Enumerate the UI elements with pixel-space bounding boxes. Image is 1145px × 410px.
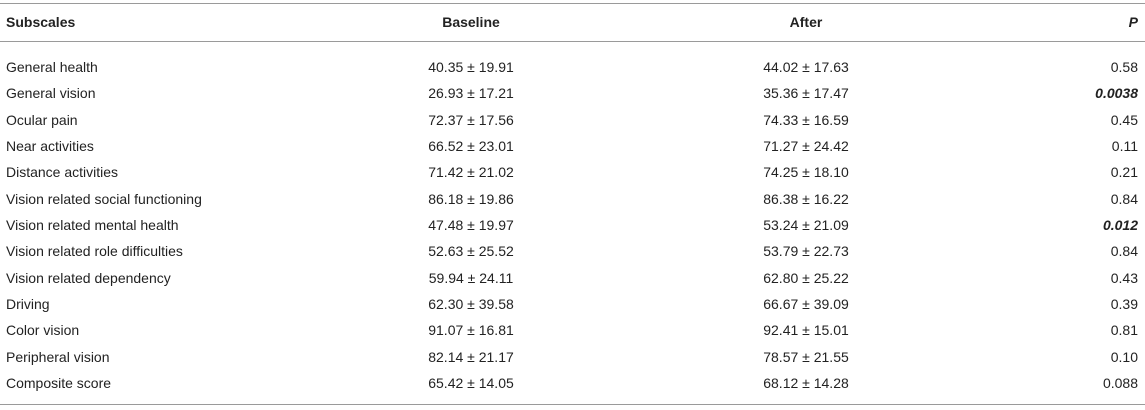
table-cell: 40.35 ± 19.91 xyxy=(428,59,514,75)
header-cell: Subscales xyxy=(6,14,76,30)
table-cell: 66.67 ± 39.09 xyxy=(763,295,849,312)
table-cell: 74.25 ± 18.10 xyxy=(763,164,849,181)
table-cell: 71.27 ± 24.42 xyxy=(763,137,849,154)
table-cell: 86.38 ± 16.22 xyxy=(763,190,849,207)
table-cell: 66.52 ± 23.01 xyxy=(428,137,514,154)
table-cell: 71.42 ± 21.02 xyxy=(428,164,514,181)
table-cell: 44.02 ± 17.63 xyxy=(763,59,849,75)
header-cell: P xyxy=(1128,14,1138,30)
table-cell: 35.36 ± 17.47 xyxy=(763,85,849,102)
header-cell: After xyxy=(789,14,823,30)
table-cell: 0.58 xyxy=(1110,59,1138,75)
table-cell: 78.57 ± 21.55 xyxy=(763,348,849,365)
top-rule xyxy=(0,3,1145,4)
bottom-rule xyxy=(0,404,1145,405)
table-cell: 0.10 xyxy=(1110,348,1138,365)
table-cell: 62.30 ± 39.58 xyxy=(428,295,514,312)
table-cell: 0.012 xyxy=(1102,216,1138,233)
table-cell: 52.63 ± 25.52 xyxy=(428,243,514,260)
table-cell: 59.94 ± 24.11 xyxy=(428,269,514,286)
table-cell: 0.21 xyxy=(1110,164,1138,181)
table-cell: 0.81 xyxy=(1110,322,1138,339)
table-cell: General vision xyxy=(6,85,96,102)
table-cell: 0.43 xyxy=(1110,269,1138,286)
table-cell: 53.79 ± 22.73 xyxy=(763,243,849,260)
table-cell: 72.37 ± 17.56 xyxy=(428,111,514,128)
table-cell: 0.088 xyxy=(1102,374,1138,391)
table-cell: 62.80 ± 25.22 xyxy=(763,269,849,286)
table-cell: Vision related mental health xyxy=(6,216,179,233)
table-cell: Peripheral vision xyxy=(6,348,110,365)
table-cell: General health xyxy=(6,59,98,75)
table-cell: Color vision xyxy=(6,322,80,339)
table-cell: Driving xyxy=(6,295,50,312)
table-cell: 0.39 xyxy=(1110,295,1138,312)
table-cell: Distance activities xyxy=(6,164,119,181)
table-cell: Vision related role difficulties xyxy=(6,243,183,260)
table-cell: Near activities xyxy=(6,137,94,154)
table-cell: 92.41 ± 15.01 xyxy=(763,322,849,339)
table-cell: Vision related dependency xyxy=(6,269,171,286)
table-cell: 86.18 ± 19.86 xyxy=(428,190,514,207)
table-cell: Vision related social functioning xyxy=(6,190,202,207)
table-cell: 91.07 ± 16.81 xyxy=(428,322,514,339)
table-cell: 0.0038 xyxy=(1095,85,1138,102)
table-cell: 0.11 xyxy=(1111,137,1138,154)
table-cell: 74.33 ± 16.59 xyxy=(763,111,849,128)
table-cell: 53.24 ± 21.09 xyxy=(763,216,849,233)
table-cell: 26.93 ± 17.21 xyxy=(428,85,514,102)
table-cell: 47.48 ± 19.97 xyxy=(428,216,514,233)
table-cell: 82.14 ± 21.17 xyxy=(428,348,514,365)
table-cell: 0.84 xyxy=(1110,243,1138,260)
header-cell: Baseline xyxy=(442,14,500,30)
header-rule xyxy=(0,41,1145,42)
table-cell: 0.84 xyxy=(1110,190,1138,207)
table-cell: 0.45 xyxy=(1110,111,1138,128)
table-cell: 65.42 ± 14.05 xyxy=(428,374,514,391)
table-cell: Ocular pain xyxy=(6,111,78,128)
table-cell: Composite score xyxy=(6,374,112,391)
table-cell: 68.12 ± 14.28 xyxy=(763,374,849,391)
